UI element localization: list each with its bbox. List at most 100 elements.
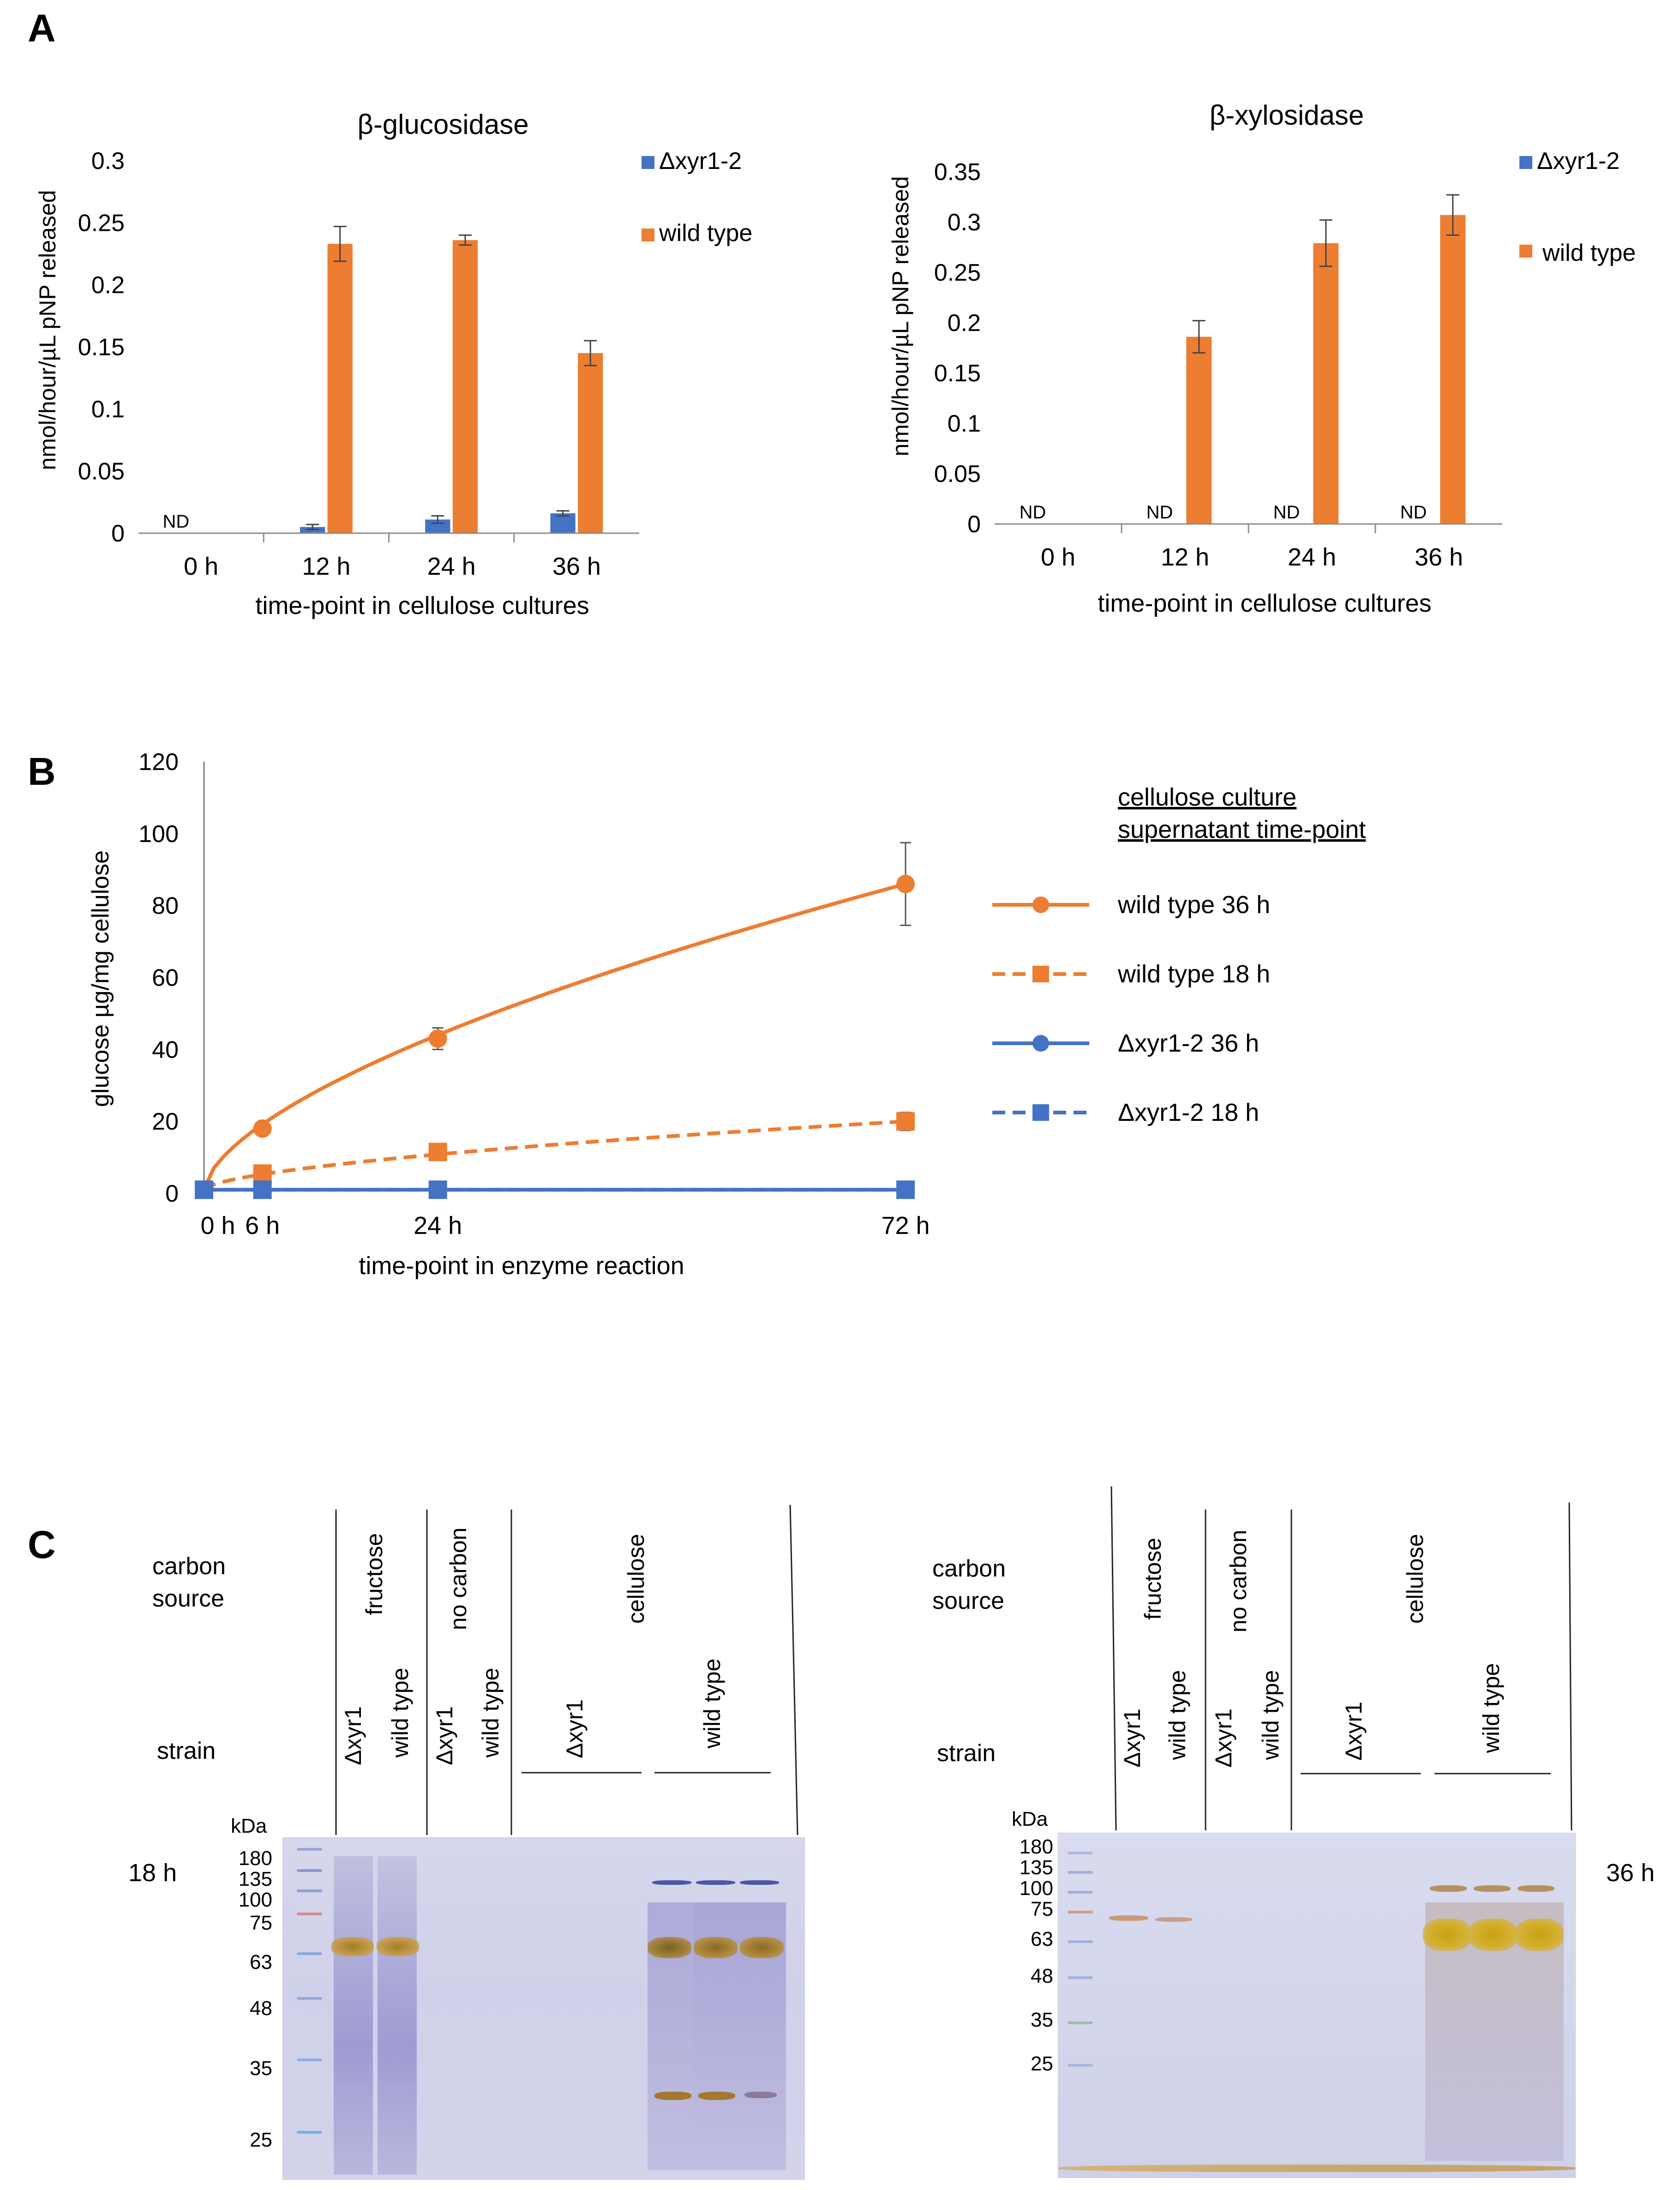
bar [327,244,353,533]
protein-band [740,1880,779,1885]
x-tick-label: 72 h [881,1212,930,1239]
nd-label: ND [1020,502,1046,523]
gel-left-marker: 75 [250,1912,272,1934]
chart-b-y-ticks: 0 20 40 60 80 100 120 [138,749,179,1207]
gel-right-carbon-group-fructose: fructose [1140,1538,1166,1620]
data-point [195,1180,213,1199]
chart-b-legend: cellulose culture supernatant time-point… [992,783,1366,1126]
legend-label: Δxyr1-2 18 h [1118,1099,1259,1126]
gel-right-marker: 63 [1031,1928,1053,1950]
y-tick-label: 0.1 [948,410,981,437]
nd-label: ND [1400,502,1427,523]
chart-a1-legend-label-wildtype: wild type [659,220,752,247]
ladder-band [297,1889,322,1892]
chart-a1-legend-swatch-mutant [642,156,654,169]
gel-right-strain-1: Δxyr1 [1119,1709,1145,1768]
chart-b-x-ticks: 0 h 6 h 24 h 72 h [200,1212,930,1239]
chart-a1-xlabel: time-point in cellulose cultures [255,592,589,620]
chart-a2-bars: ND ND ND ND [1020,194,1466,524]
chart-a1-title: β-glucosidase [357,109,528,140]
gel-left-carbon-label-1: carbon [152,1553,226,1580]
protein-band [652,1880,691,1885]
y-tick-label: 60 [152,965,179,992]
chart-b-ylabel: glucose µg/mg cellulose [87,850,114,1107]
chart-a1-legend-swatch-wildtype [642,229,654,241]
bar [1186,337,1212,524]
chart-a1-legend-label-mutant: Δxyr1-2 [659,148,742,174]
gel-left-dividers [335,1504,798,1835]
y-tick-label: 0 [165,1180,179,1207]
ladder-band [297,1848,322,1851]
gel-left-marker: 135 [239,1868,272,1890]
gel-right-strain-label: strain [937,1740,996,1767]
ladder-band [297,2131,322,2134]
bar [1440,215,1466,524]
gel-right-marker: 48 [1031,1965,1053,1987]
x-tick-label: 6 h [245,1212,280,1239]
gel-left-marker: 25 [250,2129,272,2151]
gel-left-kda-label: kDa [231,1815,267,1837]
gel-right-kda-label: kDa [1012,1808,1048,1830]
gel-left-marker: 63 [250,1951,272,1973]
gel-right-marker: 100 [1020,1877,1053,1900]
x-tick-label: 24 h [427,553,476,580]
y-tick-label: 0 [967,511,981,538]
gel-left-strain-4: wild type [478,1668,504,1758]
data-point [428,1180,447,1199]
data-point [428,1029,447,1048]
data-point [253,1180,272,1199]
protein-band [1469,1919,1518,1951]
legend-marker [1032,1035,1049,1052]
x-tick-label: 0 h [1041,543,1075,571]
gel-right-strain-3: Δxyr1 [1211,1709,1236,1768]
y-tick-label: 0.3 [948,209,981,236]
ladder-band [1068,1852,1093,1854]
chart-a2: β-xylosidase nmol/hour/µL pNP released t… [888,100,1636,617]
protein-band [331,1937,374,1956]
chart-a2-ylabel: nmol/hour/µL pNP released [888,176,913,457]
lane-smear [378,1856,417,2175]
nd-label: ND [1273,502,1300,523]
gel-right-divider [1568,1502,1572,1831]
y-tick-label: 0.15 [78,334,125,361]
y-tick-label: 0.1 [91,396,125,423]
chart-a1-bars: ND [162,226,603,533]
ladder-band [297,1913,322,1915]
chart-a2-title: β-xylosidase [1210,100,1364,131]
ladder-band [1068,1940,1093,1943]
gel-right-strain-4: wild type [1258,1670,1284,1761]
gel-right-annotations: carbon source strain 36 h kDa fructose n… [932,1486,1655,2075]
ladder-band [1068,1911,1093,1913]
chart-a2-legend-label-wildtype: wild type [1542,240,1636,266]
y-tick-label: 0.25 [934,259,981,286]
gel-right-strain-5: Δxyr1 [1341,1702,1367,1761]
gel-left-strain-1: Δxyr1 [340,1706,366,1765]
protein-band [1109,1915,1148,1921]
chart-a2-legend-swatch-wildtype [1519,245,1532,258]
data-point [896,874,915,893]
gel-right-carbon-group-nocarbon: no carbon [1225,1530,1251,1632]
chart-a1-ylabel: nmol/hour/µL pNP released [35,190,60,470]
chart-a1-y-ticks: 0 0.05 0.1 0.15 0.2 0.25 0.3 [78,148,125,547]
gel-left-time-label: 18 h [128,1859,177,1887]
protein-band [1515,1919,1564,1951]
panel-label-b: B [28,750,56,793]
x-tick-label: 12 h [1161,543,1209,571]
gel-right-marker: 25 [1031,2052,1053,2075]
chart-b-legend-items: wild type 36 h wild type 18 h Δxyr1-2 36 h… [992,891,1270,1126]
ladder-band [1068,2064,1093,2067]
y-tick-label: 80 [152,893,179,920]
gel-left-strain-2: wild type [387,1668,413,1758]
protein-band [696,1880,735,1885]
gel-left-markers: 180 135 100 75 63 48 35 25 [239,1847,272,2151]
legend-label: wild type 36 h [1117,891,1270,919]
ladder-band [1068,2022,1093,2024]
protein-band [648,1937,691,1958]
y-tick-label: 0.15 [934,360,981,387]
ladder-band [1068,1976,1093,1979]
protein-band [1155,1917,1192,1922]
gel-right-marker: 35 [1031,2009,1053,2031]
gel-left-strain-5: Δxyr1 [562,1699,588,1758]
protein-band [1518,1885,1554,1892]
x-tick-label: 36 h [1415,543,1463,571]
